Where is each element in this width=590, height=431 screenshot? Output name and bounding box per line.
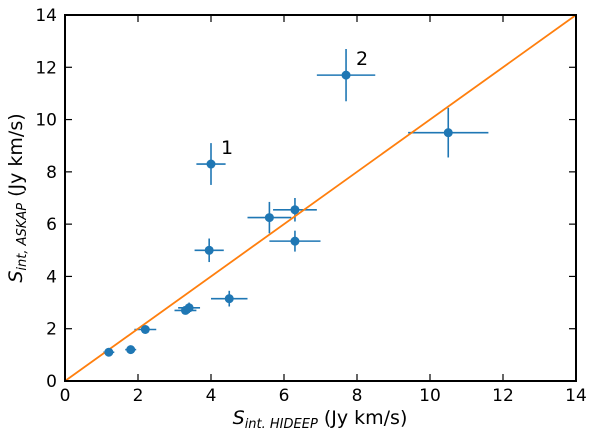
y-axis-label: Sint, ASKAP (Jy km/s) (5, 113, 30, 282)
one-to-one-line (64, 14, 577, 382)
y-tick-label: 6 (46, 215, 57, 235)
point-annotation: 1 (221, 137, 233, 159)
y-tick-label: 2 (46, 320, 57, 340)
data-point (140, 324, 150, 334)
data-point (104, 347, 114, 357)
y-tick-label: 10 (35, 111, 57, 131)
x-tick-label: 12 (492, 386, 514, 406)
x-tick-label: 10 (419, 386, 441, 406)
x-tick-label: 4 (206, 386, 217, 406)
plot-frame (64, 14, 577, 382)
x-tick-label: 8 (352, 386, 363, 406)
data-point (224, 294, 234, 304)
x-axis-label: Sint. HIDEEP (Jy km/s) (233, 407, 408, 431)
plot-content: 12 (64, 14, 577, 382)
y-tick-label: 8 (46, 163, 57, 183)
data-point (264, 213, 274, 223)
data-point (290, 236, 300, 246)
data-point (204, 245, 214, 255)
data-point (341, 70, 351, 80)
x-tick-label: 6 (279, 386, 290, 406)
data-point (290, 205, 300, 215)
y-tick-label: 12 (35, 58, 57, 78)
data-point (126, 345, 136, 355)
data-point (206, 159, 216, 169)
point-annotation: 2 (356, 48, 368, 70)
y-tick-label: 14 (35, 6, 57, 26)
x-tick-label: 14 (565, 386, 587, 406)
y-tick-label: 0 (46, 372, 57, 392)
x-tick-label: 0 (60, 386, 71, 406)
data-point (443, 128, 453, 138)
x-tick-label: 2 (133, 386, 144, 406)
data-point (184, 303, 194, 313)
y-tick-label: 4 (46, 267, 57, 287)
